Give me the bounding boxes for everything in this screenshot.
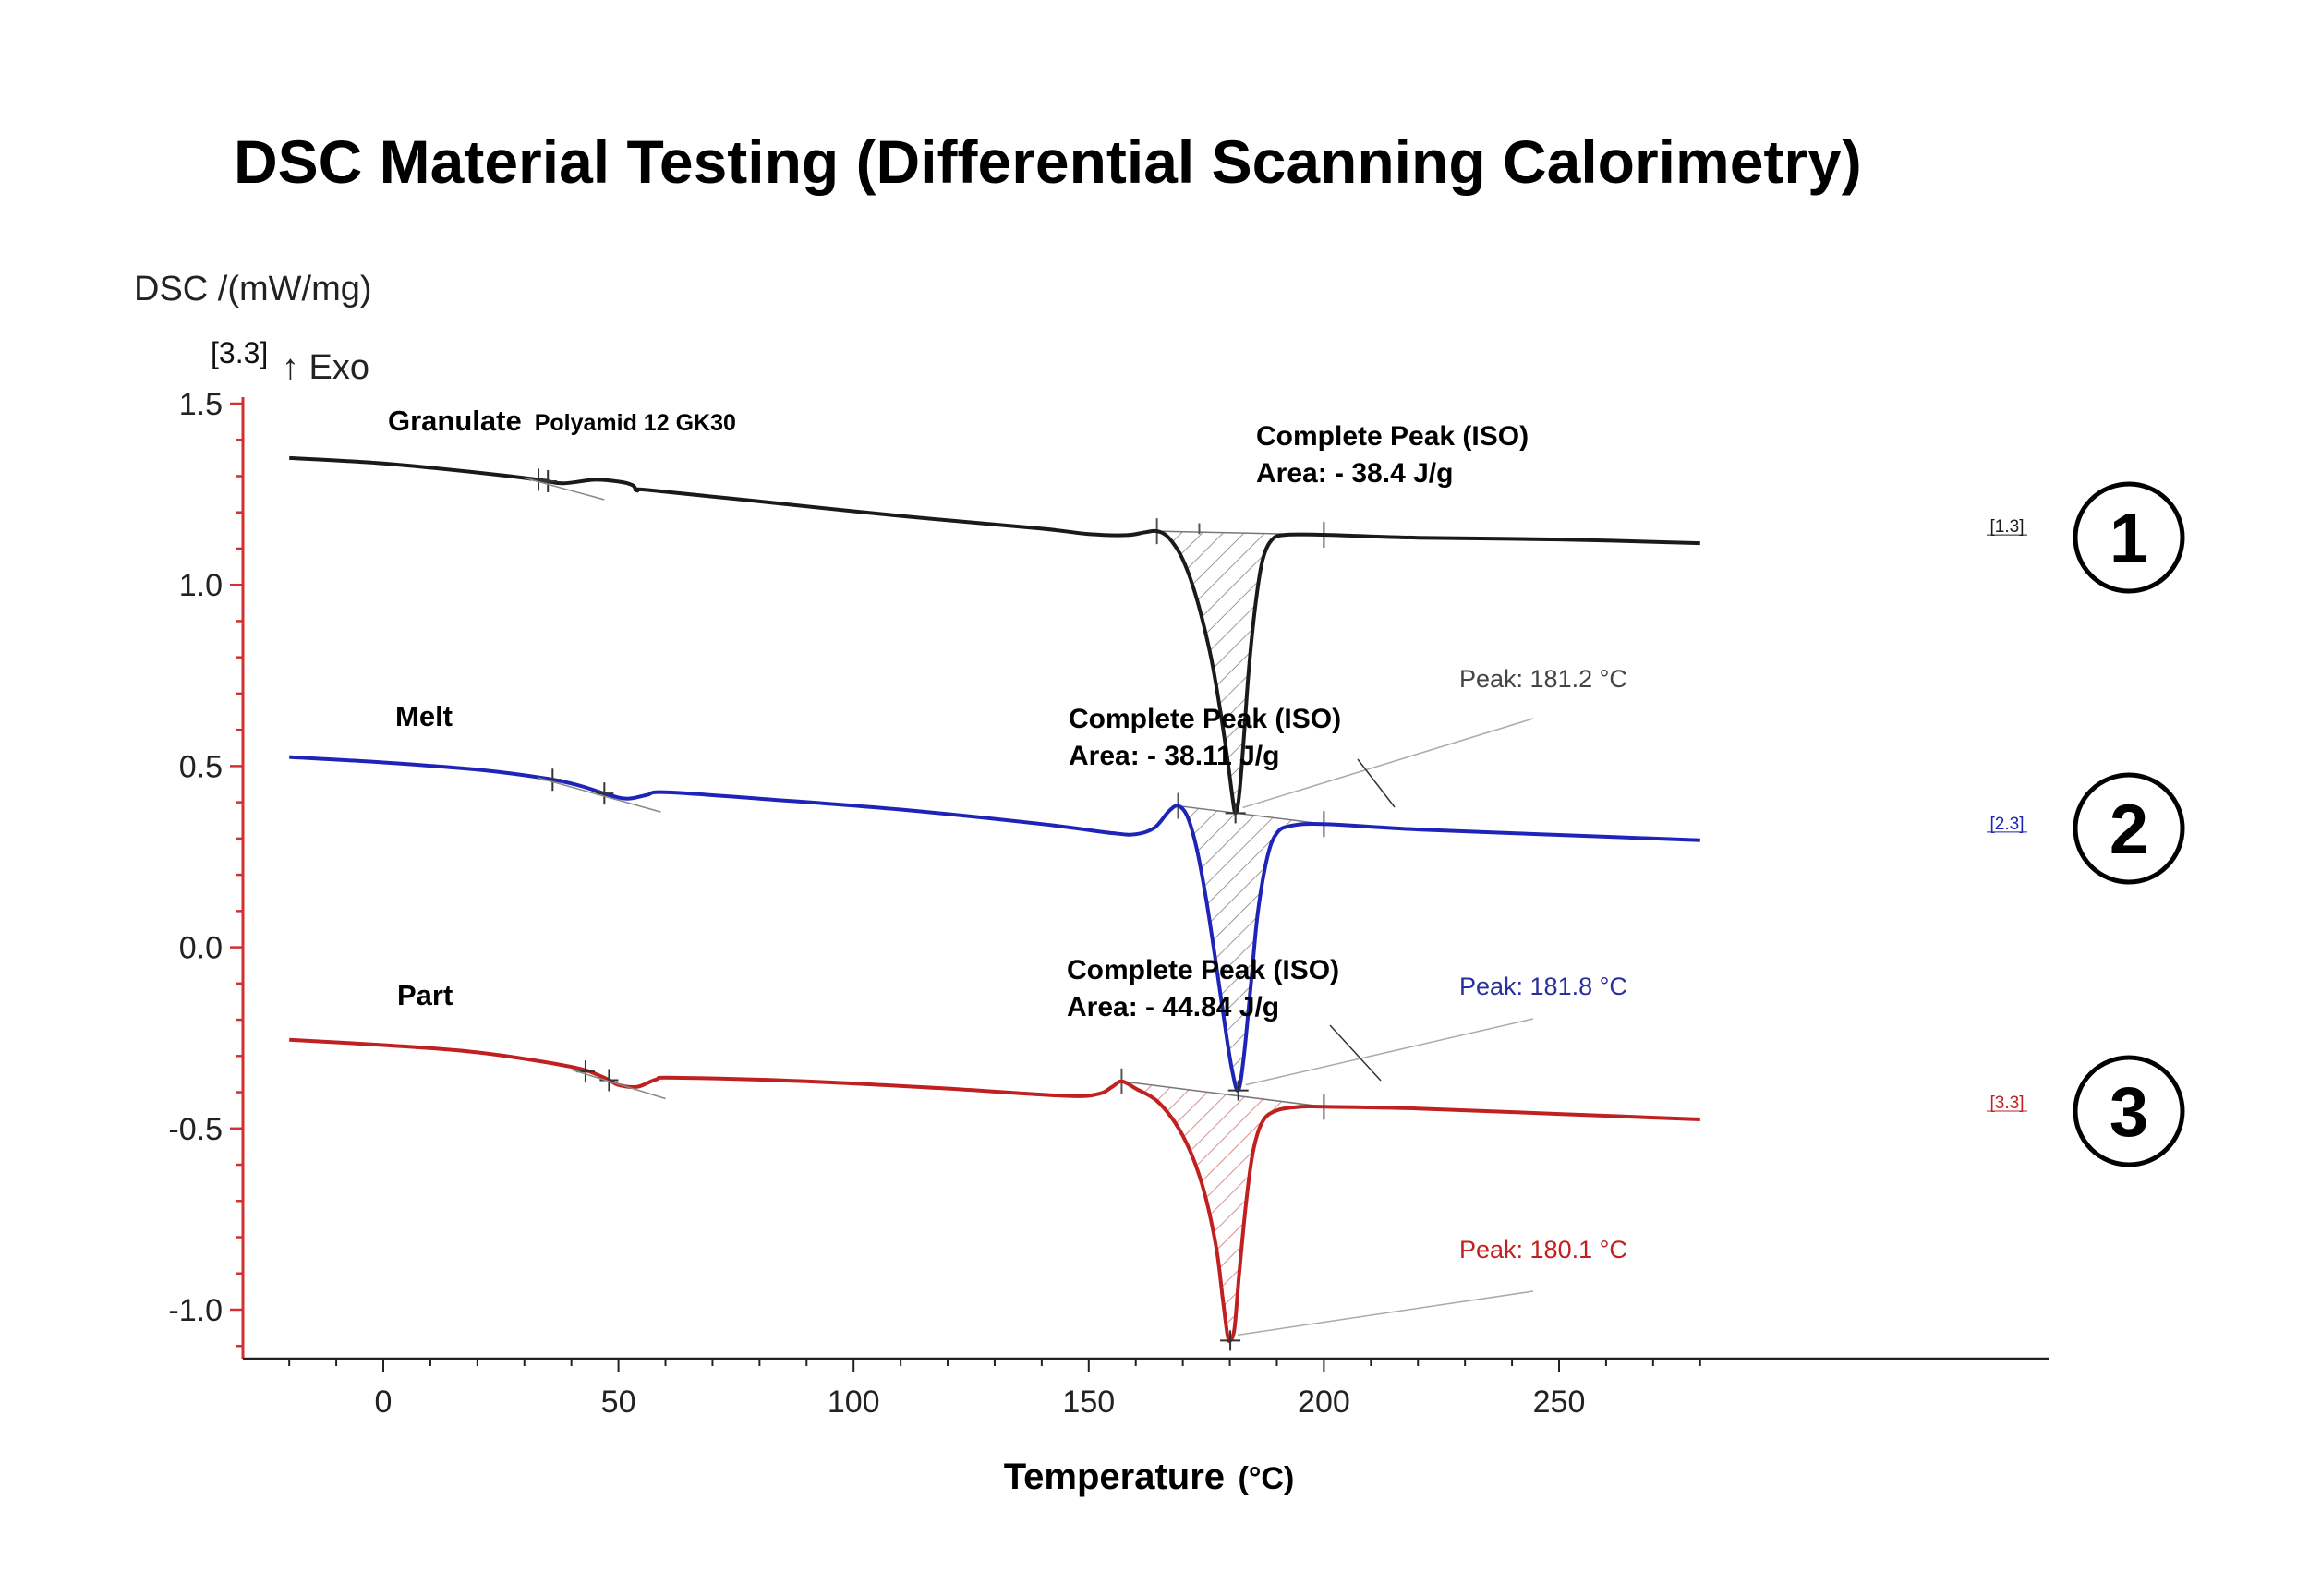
- peak-area-label: Complete Peak (ISO): [1067, 955, 1339, 985]
- peak-area-hatch: [1121, 1081, 1324, 1342]
- y-tick-label: 0.5: [179, 749, 223, 784]
- peak-area-label: Complete Peak (ISO): [1069, 704, 1341, 734]
- peak-leader-line: [1245, 1018, 1534, 1086]
- onset-tangent: [571, 1069, 666, 1100]
- peak-temperature-label: Peak: 181.8 °C: [1459, 973, 1627, 1000]
- integration-baseline: [1178, 804, 1324, 825]
- series-line-melt: [289, 755, 1700, 1093]
- y-tick-label: 1.5: [179, 387, 223, 422]
- y-tick-label: -1.0: [168, 1293, 223, 1328]
- x-axis-label-unit: (°C): [1239, 1461, 1295, 1496]
- series-name-part: Part: [397, 979, 453, 1011]
- series-badge: [2073, 772, 2185, 885]
- y-tick-label: 0.0: [179, 931, 223, 966]
- y-tick-label: -0.5: [168, 1112, 223, 1147]
- series-name-granulate: Granulate Polyamid 12 GK30: [388, 405, 736, 437]
- peak-areas: [1120, 518, 1325, 1342]
- peak-leader-line: [1242, 718, 1534, 809]
- x-tick-label: 200: [1298, 1384, 1350, 1420]
- exo-direction-label: ↑ Exo: [282, 348, 369, 387]
- x-tick-label: 250: [1533, 1384, 1586, 1420]
- x-tick-label: 0: [375, 1384, 393, 1420]
- y-tick-label: 1.0: [179, 568, 223, 603]
- series-name-text: Part: [397, 979, 453, 1011]
- peak-area-label: Complete Peak (ISO): [1256, 421, 1529, 452]
- x-tick-label: 100: [828, 1384, 880, 1420]
- series-name-melt: Melt: [395, 700, 453, 732]
- peak-area-value: Area: - 38.4 J/g: [1256, 458, 1453, 489]
- chart-title: DSC Material Testing (Differential Scann…: [234, 127, 1862, 196]
- peak-area-hatch: [1178, 805, 1324, 1091]
- x-axis-label: Temperature (°C): [1004, 1457, 1295, 1497]
- peak-area-value: Area: - 44.84 J/g: [1067, 992, 1279, 1022]
- y-axis-index-label: [3.3]: [211, 336, 268, 369]
- series-name-text: Melt: [395, 700, 453, 732]
- axes: 1.5 1.0 0.5 0.0 -0.5 -1.0 0 50 100 150 200 250: [168, 387, 2049, 1420]
- series-subtitle: Polyamid 12 GK30: [535, 410, 736, 436]
- series-end-label: [3.3]: [1990, 1094, 2025, 1113]
- peak-leader-line: [1237, 1290, 1534, 1336]
- series-line-granulate: [289, 455, 1700, 816]
- x-tick-label: 150: [1062, 1384, 1115, 1420]
- series-badge-number: 1: [2110, 500, 2148, 578]
- series-lines: [289, 455, 1700, 1351]
- x-axis-label-text: Temperature: [1004, 1457, 1225, 1497]
- series-badge-number: 2: [2110, 791, 2148, 869]
- series-badge-number: 3: [2110, 1073, 2148, 1152]
- onset-tangent: [524, 477, 605, 501]
- area-leader-line: [1357, 758, 1396, 808]
- series-name-text: Granulate: [388, 405, 522, 437]
- peak-area-value: Area: - 38.11 J/g: [1069, 741, 1279, 771]
- series-end-label: [2.3]: [1990, 815, 2025, 834]
- integration-baseline: [1121, 1081, 1324, 1108]
- series-end-label: [1.3]: [1990, 517, 2025, 537]
- x-tick-label: 50: [601, 1384, 636, 1420]
- series-badge: [2073, 1055, 2185, 1167]
- series-line-part: [289, 1037, 1700, 1344]
- annotations: Granulate Polyamid 12 GK30 Complete Peak (…: [388, 405, 2185, 1336]
- onset-tangent: [538, 777, 661, 813]
- peak-temperature-label: Peak: 180.1 °C: [1459, 1236, 1627, 1264]
- area-leader-line: [1329, 1024, 1382, 1082]
- series-badge: [2073, 481, 2185, 594]
- y-axis-label: DSC /(mW/mg): [134, 270, 372, 308]
- peak-temperature-label: Peak: 181.2 °C: [1459, 665, 1627, 693]
